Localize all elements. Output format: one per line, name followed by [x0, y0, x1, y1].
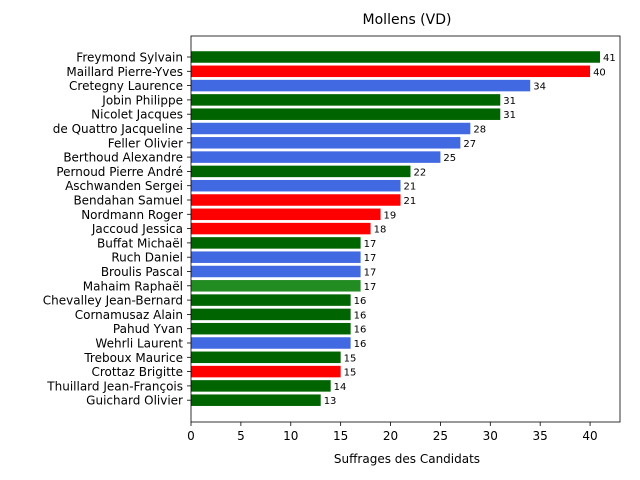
bar: [191, 165, 411, 178]
category-label: Buffat Michaël: [97, 236, 183, 250]
x-tick-label: 0: [187, 429, 195, 443]
data-label: 19: [384, 210, 397, 221]
bar: [191, 137, 461, 149]
x-tick-label: 30: [483, 429, 498, 443]
category-label: Jaccoud Jessica: [91, 222, 183, 236]
x-axis-label: Suffrages des Candidats: [334, 452, 480, 466]
x-tick-label: 25: [433, 429, 448, 443]
bar: [191, 51, 601, 63]
data-label: 40: [593, 67, 606, 78]
x-axis-ticks: 0 5 10 15 20 25 30 35 40: [187, 422, 598, 443]
data-label: 17: [364, 282, 377, 293]
category-label: Aschwanden Sergei: [65, 179, 183, 193]
data-label: 22: [413, 167, 426, 178]
category-label: Maillard Pierre-Yves: [66, 65, 183, 79]
bar: [191, 65, 591, 78]
data-label: 16: [354, 339, 367, 350]
data-label: 31: [503, 110, 516, 121]
x-tick-label: 10: [283, 429, 298, 443]
bar: [191, 108, 501, 120]
category-label: Treboux Maurice: [83, 351, 183, 365]
bar: [191, 322, 351, 335]
x-tick-label: 35: [533, 429, 548, 443]
category-label: Nicolet Jacques: [91, 108, 183, 122]
data-label: 28: [473, 125, 486, 136]
x-tick-label: 20: [383, 429, 398, 443]
x-tick-label: 5: [237, 429, 245, 443]
bar: [191, 308, 351, 321]
category-label: Thuillard Jean-François: [46, 379, 183, 393]
category-label: Nordmann Roger: [81, 208, 183, 222]
category-label: Crottaz Brigitte: [91, 365, 183, 379]
category-label: Jobin Philippe: [101, 93, 183, 107]
data-label: 17: [364, 268, 377, 279]
category-label: Pernoud Pierre André: [56, 165, 183, 179]
category-label: Ruch Daniel: [111, 251, 183, 265]
category-label: Broulis Pascal: [101, 265, 183, 279]
bar: [191, 337, 351, 349]
data-label: 21: [404, 182, 417, 193]
data-label: 31: [503, 96, 516, 107]
data-label: 27: [463, 139, 476, 150]
category-label: Bendahan Samuel: [73, 194, 183, 208]
category-label: Pahud Yvan: [113, 322, 183, 336]
data-label: 16: [354, 310, 367, 321]
plot-frame: [190, 35, 621, 423]
category-label: Guichard Olivier: [86, 394, 183, 408]
category-label: Berthoud Alexandre: [63, 151, 183, 165]
category-label: Wehrli Laurent: [95, 337, 183, 351]
bars-layer: Freymond Sylvain 41 Maillard Pierre-Yves 40…: [43, 51, 616, 408]
data-label: 17: [364, 253, 377, 264]
bar: [191, 280, 361, 292]
category-label: Cretegny Laurence: [69, 79, 183, 93]
category-label: Mahaim Raphaël: [83, 279, 183, 293]
x-tick-label: 15: [333, 429, 348, 443]
category-label: Cornamusaz Alain: [75, 308, 183, 322]
category-label: de Quattro Jacqueline: [53, 122, 183, 136]
bar: [191, 79, 531, 92]
plot-border: [190, 35, 621, 423]
category-label: Freymond Sylvain: [76, 51, 183, 65]
bar: [191, 351, 341, 364]
bar: [191, 222, 371, 235]
bar: [191, 380, 331, 392]
data-label: 18: [374, 225, 387, 236]
data-label: 14: [334, 382, 347, 393]
bar: [191, 194, 401, 206]
data-label: 34: [533, 82, 546, 93]
chart-title: Mollens (VD): [363, 12, 452, 28]
x-tick-label: 40: [582, 429, 597, 443]
bar: [191, 151, 441, 163]
data-label: 16: [354, 325, 367, 336]
category-label: Chevalley Jean-Bernard: [43, 294, 183, 308]
data-label: 25: [443, 153, 456, 164]
data-label: 16: [354, 296, 367, 307]
bar: [191, 122, 471, 135]
data-label: 21: [404, 196, 417, 207]
bar: [191, 251, 361, 263]
bar: [191, 179, 401, 192]
bar: [191, 394, 321, 406]
data-label: 15: [344, 368, 357, 379]
category-label: Feller Olivier: [108, 136, 183, 150]
bar: [191, 208, 381, 221]
bar: [191, 265, 361, 278]
bar: [191, 237, 361, 249]
bar: [191, 94, 501, 106]
data-label: 15: [344, 353, 357, 364]
bar: [191, 294, 351, 306]
data-label: 17: [364, 239, 377, 250]
data-label: 13: [324, 396, 337, 407]
bar: [191, 365, 341, 378]
data-label: 41: [603, 53, 616, 64]
